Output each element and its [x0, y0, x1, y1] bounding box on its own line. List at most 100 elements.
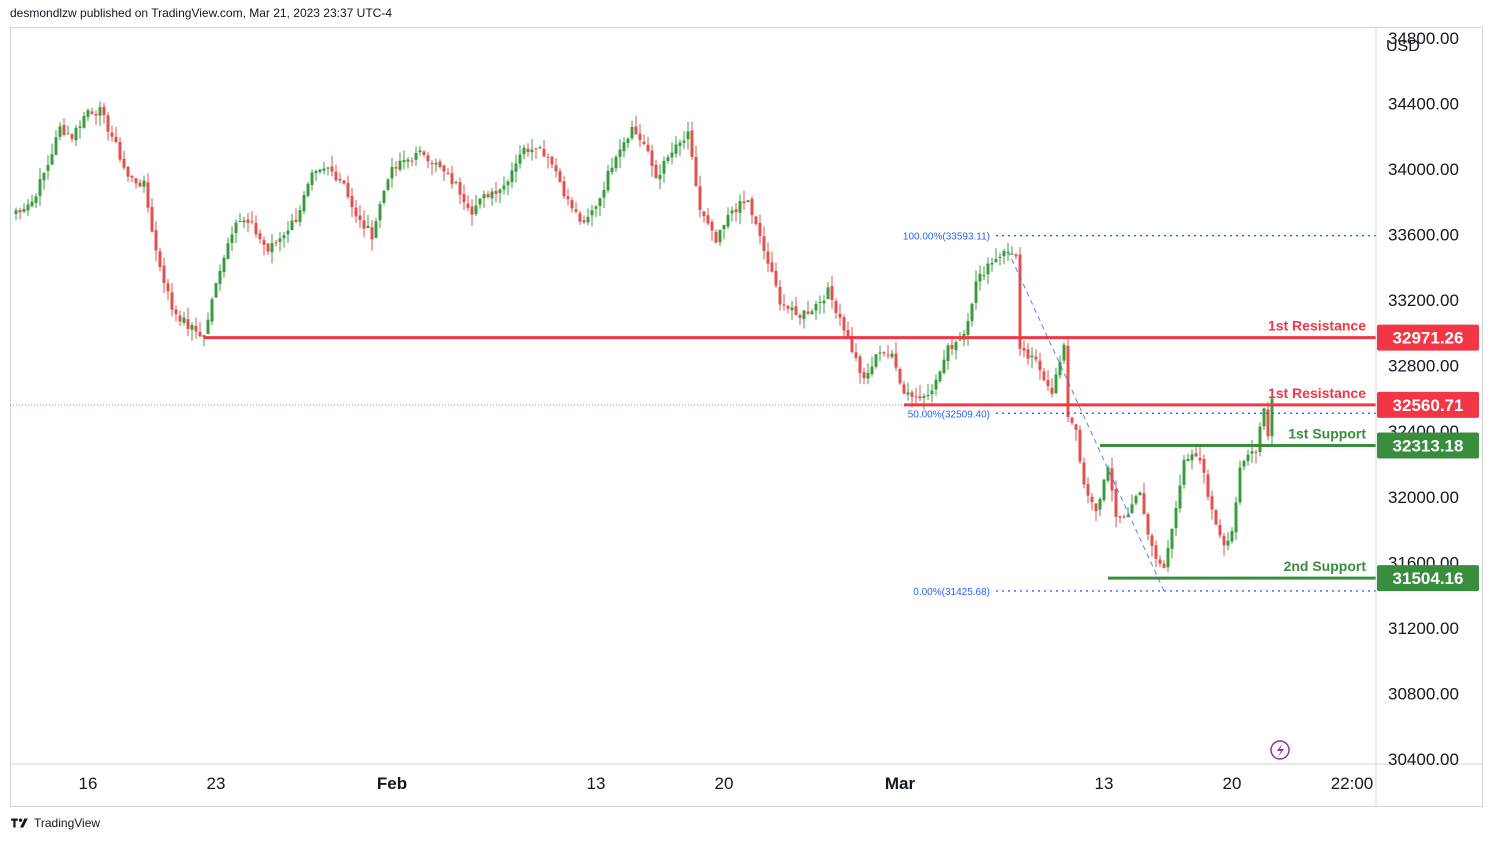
candle-body	[14, 210, 18, 214]
candle-body	[842, 317, 846, 331]
support-level-label: 1st Support	[1288, 425, 1366, 441]
candle-body	[1226, 540, 1230, 546]
candle-body	[1134, 496, 1138, 504]
candle-body	[1178, 485, 1182, 509]
price-tags: 32971.26 32560.71 32313.18 31504.16	[1377, 324, 1479, 592]
candle-body	[618, 149, 622, 157]
candle-body	[766, 251, 770, 264]
candle-body	[1086, 484, 1090, 496]
candle-body	[814, 303, 818, 311]
candle-body	[314, 170, 318, 174]
candle-body	[378, 204, 382, 221]
candle-body	[754, 216, 758, 224]
candle-body	[494, 190, 498, 194]
candle-body	[1214, 510, 1218, 525]
candle-body	[794, 306, 798, 315]
candle-body	[1230, 531, 1234, 542]
candle-body	[538, 147, 542, 149]
candle-body	[210, 299, 214, 322]
candle-body	[582, 220, 586, 223]
candle-body	[1102, 479, 1106, 501]
candle-body	[338, 178, 342, 181]
candle-body	[934, 379, 938, 390]
candle-body	[66, 133, 70, 135]
lightning-bolt-icon	[1270, 740, 1290, 760]
candle-body	[1002, 250, 1006, 257]
footer-brand: TradingView	[34, 816, 101, 830]
candle-body	[850, 335, 854, 352]
candle-body	[858, 356, 862, 374]
candle-body	[526, 148, 530, 153]
candle-body	[58, 126, 62, 137]
candle-body	[954, 342, 958, 351]
candle-body	[834, 301, 838, 313]
candle-body	[658, 174, 662, 180]
candle-body	[802, 310, 806, 320]
y-tick-label: 30400.00	[1388, 750, 1459, 769]
candle-body	[122, 158, 126, 168]
candle-body	[426, 155, 430, 162]
candle-body	[790, 307, 794, 311]
candle-body	[530, 149, 534, 153]
candle-body	[558, 171, 562, 183]
candle-body	[718, 229, 722, 243]
candle-body	[1030, 355, 1034, 358]
candle-body	[178, 315, 182, 322]
candle-body	[326, 167, 330, 169]
candle-body	[1078, 429, 1082, 462]
candle-body	[938, 371, 942, 382]
candle-body	[846, 330, 850, 337]
candle-body	[566, 196, 570, 200]
candle-body	[590, 210, 594, 216]
candle-body	[1122, 516, 1126, 518]
candle-body	[650, 150, 654, 166]
fib-trend-line	[1007, 250, 1165, 592]
candle-body	[286, 230, 290, 235]
candle-body	[950, 344, 954, 350]
candle-body	[862, 372, 866, 379]
x-axis: 16 23 Feb 13 20 Mar 13 20 22:00	[79, 740, 1373, 793]
candle-body	[222, 257, 226, 273]
candle-body	[878, 352, 882, 354]
candle-body	[986, 263, 990, 275]
y-tick-label: 34400.00	[1388, 94, 1459, 113]
candle-body	[182, 317, 186, 323]
candle-body	[942, 359, 946, 374]
candle-body	[414, 152, 418, 160]
candle-body	[246, 219, 250, 223]
candle-body	[174, 309, 178, 315]
candle-body	[1130, 504, 1134, 514]
candle-body	[750, 198, 754, 216]
candle-body	[1238, 467, 1242, 503]
candle-body	[46, 164, 50, 171]
candle-body	[318, 169, 322, 172]
candle-body	[902, 384, 906, 394]
candle-body	[310, 172, 314, 185]
candle-body	[470, 206, 474, 215]
candle-body	[490, 191, 494, 199]
candle-body	[1126, 514, 1130, 517]
candle-body	[1090, 496, 1094, 503]
candle-body	[746, 200, 750, 203]
candle-body	[578, 213, 582, 222]
candle-body	[654, 164, 658, 178]
price-tag	[1377, 324, 1479, 351]
candle-body	[1210, 496, 1214, 510]
fib-level-label: 50.00%(32509.40)	[908, 409, 990, 420]
candle-body	[890, 353, 894, 358]
candle-body	[506, 181, 510, 186]
candle-body	[1222, 536, 1226, 546]
candle-body	[462, 193, 466, 203]
price-tag-label: 32971.26	[1393, 329, 1464, 348]
candle-body	[1026, 349, 1030, 359]
candle-body	[910, 392, 914, 397]
candle-body	[1254, 451, 1258, 453]
candle-body	[478, 198, 482, 205]
candle-body	[346, 183, 350, 197]
candle-body	[514, 163, 518, 172]
candle-body	[166, 283, 170, 292]
candle-body	[1186, 458, 1190, 462]
candle-body	[762, 236, 766, 251]
candle-body	[690, 130, 694, 157]
